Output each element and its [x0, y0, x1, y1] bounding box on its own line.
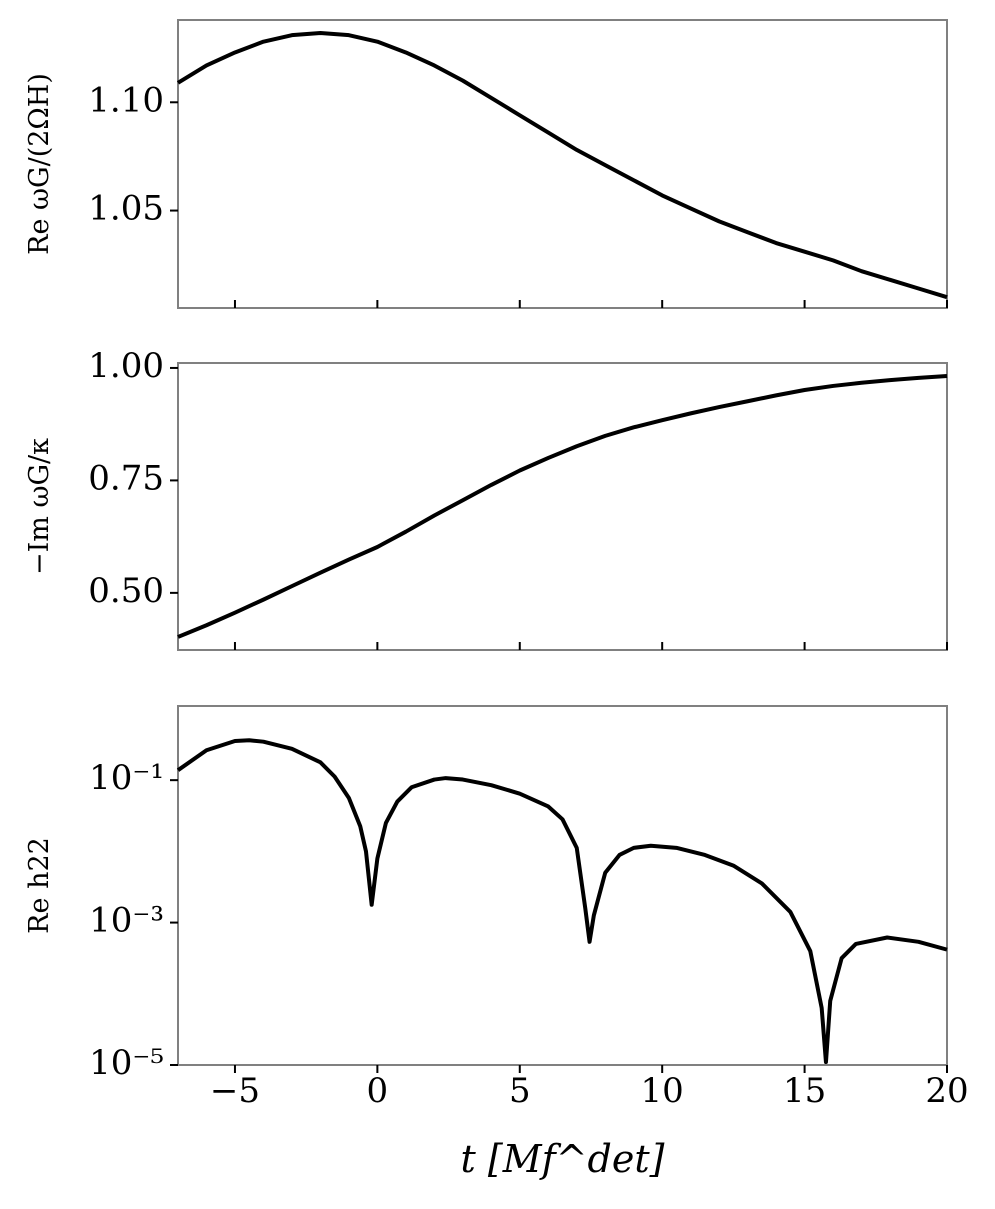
data-line: [176, 30, 948, 300]
y-axis-label: −Im ωG/κ: [24, 438, 55, 575]
y-tick-label: 0.75: [88, 458, 164, 498]
y-tick-label: 1.10: [88, 80, 164, 120]
plot-frame: [177, 705, 948, 1066]
x-tick-label: 15: [783, 1071, 826, 1111]
x-tick-label: 5: [509, 1071, 531, 1111]
x-tick-label: 10: [641, 1071, 684, 1111]
y-tick-label: 1.05: [88, 189, 164, 229]
x-tick-label: 20: [925, 1071, 968, 1111]
data-line: [177, 374, 948, 639]
y-axis-label: Re h22: [24, 837, 55, 934]
x-tick-label: −5: [210, 1071, 260, 1111]
y-tick-label: 10⁻⁵: [89, 1043, 164, 1083]
data-line: [176, 738, 948, 1065]
y-tick-label: 0.50: [88, 571, 164, 611]
plot-frame: [177, 19, 948, 309]
plot-frame: [177, 362, 948, 651]
x-axis-label: t [Mf^det]: [461, 1137, 665, 1181]
y-tick-label: 10⁻³: [89, 901, 164, 941]
y-tick-label: 10⁻¹: [89, 758, 164, 798]
x-tick-label: 0: [367, 1071, 389, 1111]
y-axis-label: Re ωG/(2ΩH): [24, 73, 55, 255]
y-tick-label: 1.00: [88, 346, 164, 386]
